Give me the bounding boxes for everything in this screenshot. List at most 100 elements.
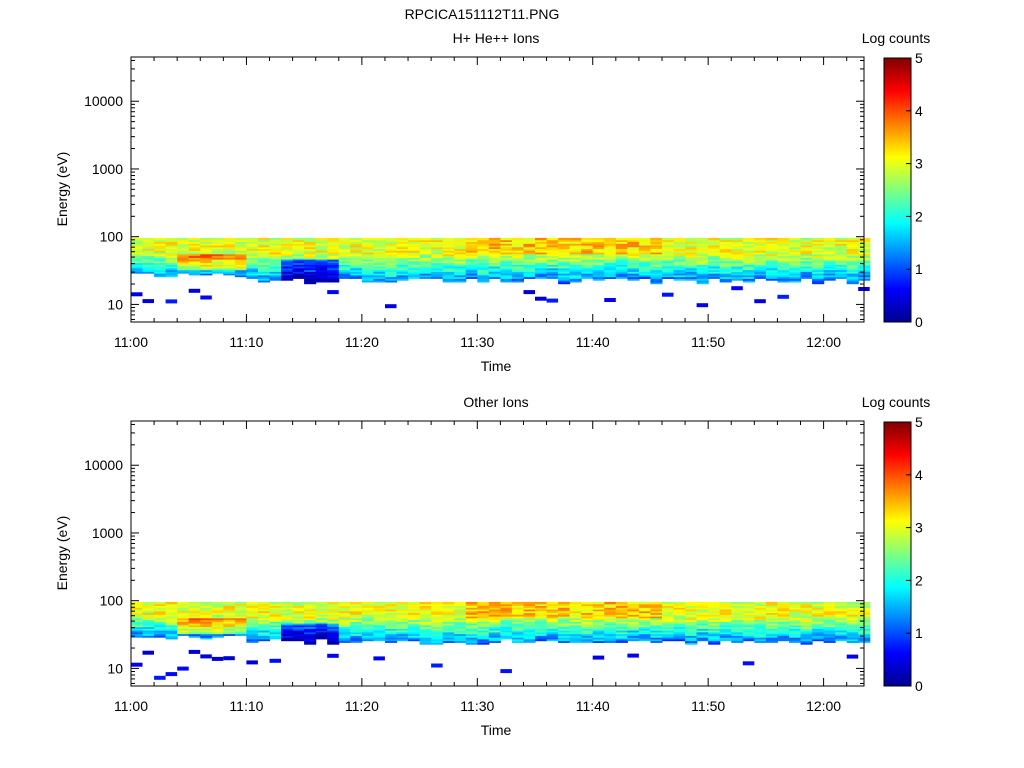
heatmap-cell — [154, 628, 167, 631]
heatmap-cell — [154, 610, 167, 614]
heatmap-cell — [454, 624, 467, 628]
heatmap-cell — [789, 273, 802, 276]
heatmap-cell — [350, 262, 363, 265]
heatmap-cell — [777, 269, 790, 272]
heatmap-cell — [304, 269, 317, 272]
heatmap-cell — [338, 273, 351, 276]
heatmap-cell — [465, 601, 478, 605]
heatmap-cell — [638, 257, 651, 260]
heatmap-cell — [535, 607, 548, 610]
heatmap-cell — [304, 621, 317, 624]
heatmap-cell — [223, 631, 236, 635]
heatmap-cell — [361, 601, 374, 605]
heatmap-cell — [500, 607, 513, 610]
heatmap-cell — [350, 623, 363, 626]
heatmap-cell — [696, 251, 709, 255]
heatmap-cell — [627, 623, 640, 626]
heatmap-cell — [211, 605, 224, 608]
heatmap-cell — [546, 619, 559, 622]
heatmap-cell — [327, 237, 340, 241]
heatmap-cell — [419, 251, 432, 255]
heatmap-cell — [304, 243, 317, 246]
heatmap-cell — [627, 271, 640, 274]
heatmap-cell — [535, 628, 548, 631]
heatmap-cell — [246, 615, 259, 619]
heatmap-cell — [581, 255, 594, 258]
heatmap-cell — [789, 271, 802, 274]
heatmap-cell — [558, 638, 571, 642]
heatmap-cell — [846, 251, 859, 255]
heatmap-cell — [535, 630, 548, 633]
heatmap-cell — [396, 601, 409, 605]
heatmap-cell — [200, 603, 213, 606]
heatmap-cell — [177, 264, 190, 267]
heatmap-cell — [269, 610, 282, 614]
heatmap-cell — [177, 617, 190, 621]
heatmap-cell — [604, 605, 617, 608]
heatmap-cell — [662, 243, 675, 246]
heatmap-cell — [338, 605, 351, 608]
heatmap-cell — [638, 276, 651, 279]
heatmap-cell — [523, 290, 535, 295]
heatmap-cell — [708, 638, 721, 642]
heatmap-cell — [662, 638, 675, 642]
heatmap-cell — [535, 614, 548, 617]
heatmap-cell — [431, 619, 444, 622]
heatmap-cell — [131, 607, 144, 610]
heatmap-cell — [823, 239, 836, 242]
heatmap-cell — [315, 607, 328, 610]
heatmap-cell — [338, 640, 351, 643]
heatmap-cell — [615, 243, 628, 246]
heatmap-cell — [454, 248, 467, 251]
heatmap-cell — [546, 259, 559, 262]
heatmap-cell — [269, 603, 282, 606]
heatmap-cell — [338, 248, 351, 251]
heatmap-cell — [812, 603, 825, 606]
heatmap-cell — [823, 603, 836, 606]
heatmap-cell — [627, 605, 640, 608]
heatmap-cell — [719, 246, 732, 250]
heatmap-cell — [211, 612, 224, 615]
heatmap-cell — [708, 269, 721, 272]
heatmap-cell — [823, 276, 836, 279]
heatmap-cell — [535, 623, 548, 626]
heatmap-cell — [500, 628, 513, 631]
heatmap-cell — [223, 273, 236, 276]
heatmap-cell — [165, 269, 178, 272]
heatmap-cell — [304, 607, 317, 610]
heatmap-cell — [777, 274, 790, 278]
heatmap-cell — [373, 264, 386, 267]
heatmap-cell — [650, 239, 663, 242]
heatmap-cell — [742, 607, 755, 610]
heatmap-cell — [177, 255, 190, 258]
heatmap-cell — [708, 635, 721, 638]
heatmap-cell — [488, 624, 501, 628]
heatmap-cell — [742, 255, 755, 258]
heatmap-cell — [777, 267, 790, 271]
heatmap-cell — [800, 630, 813, 633]
heatmap-cell — [246, 246, 259, 250]
heatmap-cell — [511, 633, 524, 636]
heatmap-cell — [638, 608, 651, 612]
heatmap-cell — [408, 260, 421, 264]
heatmap-cell — [627, 244, 640, 248]
heatmap-cell — [500, 255, 513, 258]
heatmap-cell — [258, 623, 271, 626]
heatmap-cell — [258, 269, 271, 272]
heatmap-cell — [165, 617, 178, 621]
heatmap-cell — [615, 621, 628, 624]
heatmap-cell — [558, 624, 571, 628]
heatmap-cell — [696, 267, 709, 271]
heatmap-cell — [765, 264, 778, 267]
heatmap-cell — [812, 274, 825, 278]
heatmap-cell — [546, 630, 559, 633]
heatmap-cell — [488, 615, 501, 619]
heatmap-cell — [361, 259, 374, 262]
heatmap-cell — [523, 612, 536, 615]
heatmap-cell — [177, 603, 190, 606]
x-tick-label: 11:10 — [229, 334, 263, 350]
heatmap-cell — [234, 633, 247, 636]
heatmap-cell — [777, 631, 790, 635]
heatmap-cell — [454, 601, 467, 605]
heatmap-cell — [234, 617, 247, 621]
